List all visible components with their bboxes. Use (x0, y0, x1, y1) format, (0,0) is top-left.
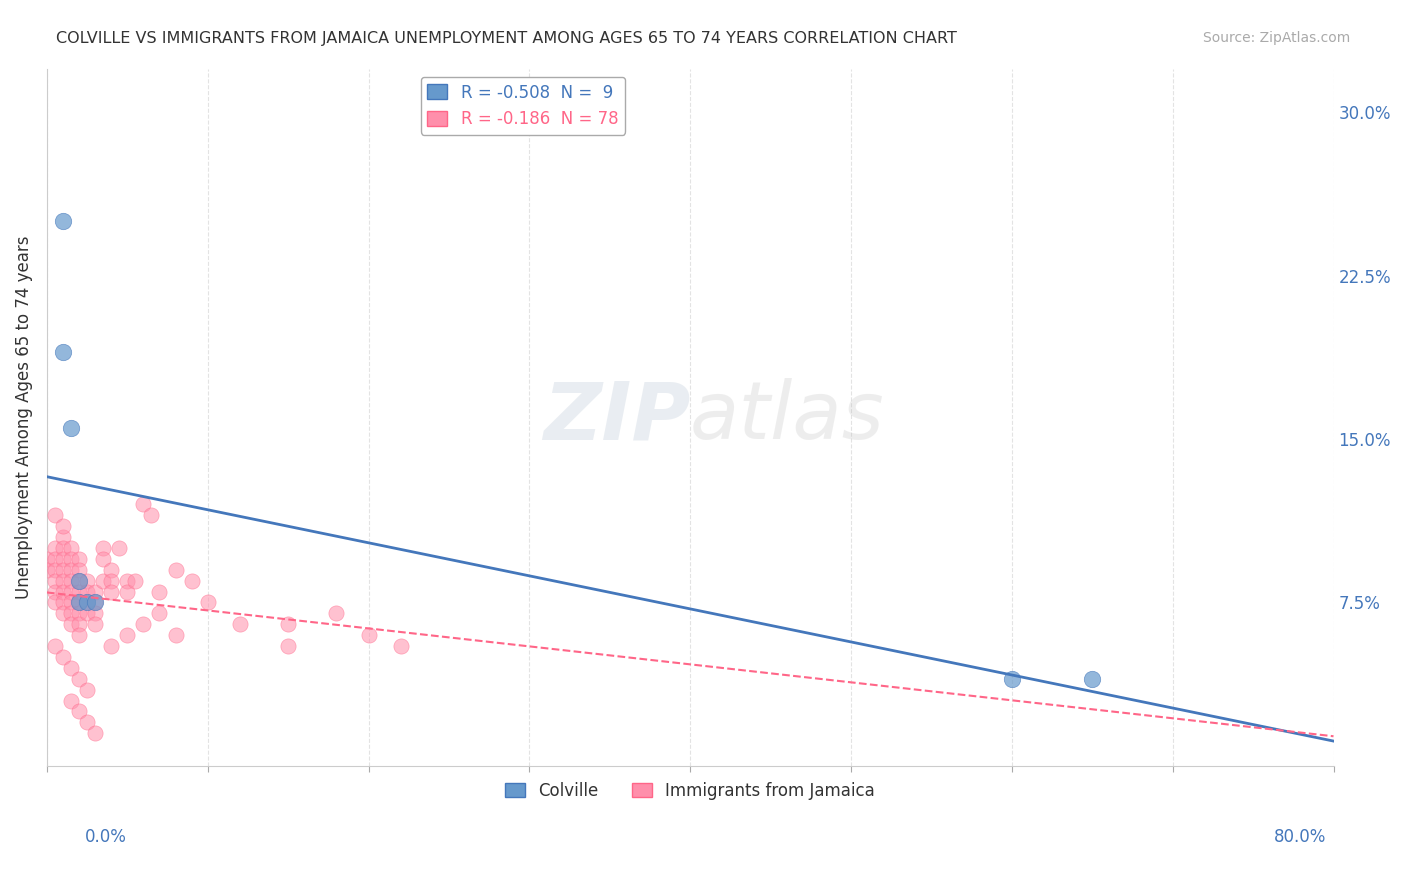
Point (325, 607, 347, 621)
Point (67, 584, 90, 599)
Point (60, 574, 83, 588)
Point (357, 628, 380, 642)
Text: COLVILLE VS IMMIGRANTS FROM JAMAICA UNEMPLOYMENT AMONG AGES 65 TO 74 YEARS CORRE: COLVILLE VS IMMIGRANTS FROM JAMAICA UNEM… (56, 31, 957, 46)
Point (197, 595, 219, 609)
Point (148, 607, 170, 621)
Point (67, 607, 90, 621)
Point (76, 595, 98, 609)
Point (60, 584, 83, 599)
Point (141, 508, 163, 523)
Point (148, 584, 170, 599)
Point (52, 649, 75, 664)
Text: ZIP: ZIP (543, 378, 690, 456)
Point (1081, 672, 1104, 686)
Point (76, 607, 98, 621)
Point (100, 639, 122, 653)
Point (84, 617, 107, 632)
Point (52, 595, 75, 609)
Point (132, 497, 155, 511)
Point (117, 574, 139, 588)
Point (52, 552, 75, 566)
Y-axis label: Unemployment Among Ages 65 to 74 years: Unemployment Among Ages 65 to 74 years (15, 235, 32, 599)
Point (76, 584, 98, 599)
Point (91, 552, 114, 566)
Point (44, 595, 66, 609)
Point (165, 563, 187, 577)
Point (100, 584, 122, 599)
Point (76, 595, 98, 609)
Point (100, 574, 122, 588)
Point (44, 563, 66, 577)
Point (67, 595, 90, 609)
Point (44, 552, 66, 566)
Point (52, 541, 75, 555)
Text: atlas: atlas (690, 378, 884, 456)
Point (277, 617, 299, 632)
Point (60, 421, 83, 435)
Point (60, 693, 83, 707)
Point (60, 563, 83, 577)
Point (84, 595, 107, 609)
Point (52, 344, 75, 359)
Point (67, 672, 90, 686)
Point (35, 552, 58, 566)
Point (44, 584, 66, 599)
Point (67, 574, 90, 588)
Point (44, 508, 66, 523)
Point (60, 661, 83, 675)
Point (67, 574, 90, 588)
Point (35, 563, 58, 577)
Point (84, 595, 107, 609)
Point (76, 682, 98, 697)
Point (91, 541, 114, 555)
Point (84, 584, 107, 599)
Point (67, 628, 90, 642)
Point (1001, 672, 1024, 686)
Point (52, 574, 75, 588)
Point (60, 541, 83, 555)
Point (91, 574, 114, 588)
Point (180, 574, 202, 588)
Point (165, 628, 187, 642)
Point (124, 574, 146, 588)
Point (108, 541, 131, 555)
Point (229, 617, 252, 632)
Point (52, 519, 75, 533)
Point (67, 617, 90, 632)
Point (44, 639, 66, 653)
Point (60, 595, 83, 609)
Legend: Colville, Immigrants from Jamaica: Colville, Immigrants from Jamaica (499, 775, 882, 806)
Point (100, 563, 122, 577)
Point (60, 617, 83, 632)
Point (67, 595, 90, 609)
Point (44, 574, 66, 588)
Point (67, 563, 90, 577)
Point (60, 607, 83, 621)
Point (52, 607, 75, 621)
Point (76, 574, 98, 588)
Point (52, 584, 75, 599)
Point (117, 628, 139, 642)
Point (84, 607, 107, 621)
Point (76, 715, 98, 730)
Text: Source: ZipAtlas.com: Source: ZipAtlas.com (1202, 31, 1350, 45)
Point (60, 552, 83, 566)
Point (52, 214, 75, 228)
Point (117, 584, 139, 599)
Point (44, 541, 66, 555)
Point (52, 530, 75, 544)
Text: 0.0%: 0.0% (84, 828, 127, 846)
Text: 80.0%: 80.0% (1274, 828, 1327, 846)
Point (52, 563, 75, 577)
Point (67, 705, 90, 719)
Point (277, 639, 299, 653)
Point (67, 552, 90, 566)
Point (84, 726, 107, 740)
Point (132, 617, 155, 632)
Point (389, 639, 412, 653)
